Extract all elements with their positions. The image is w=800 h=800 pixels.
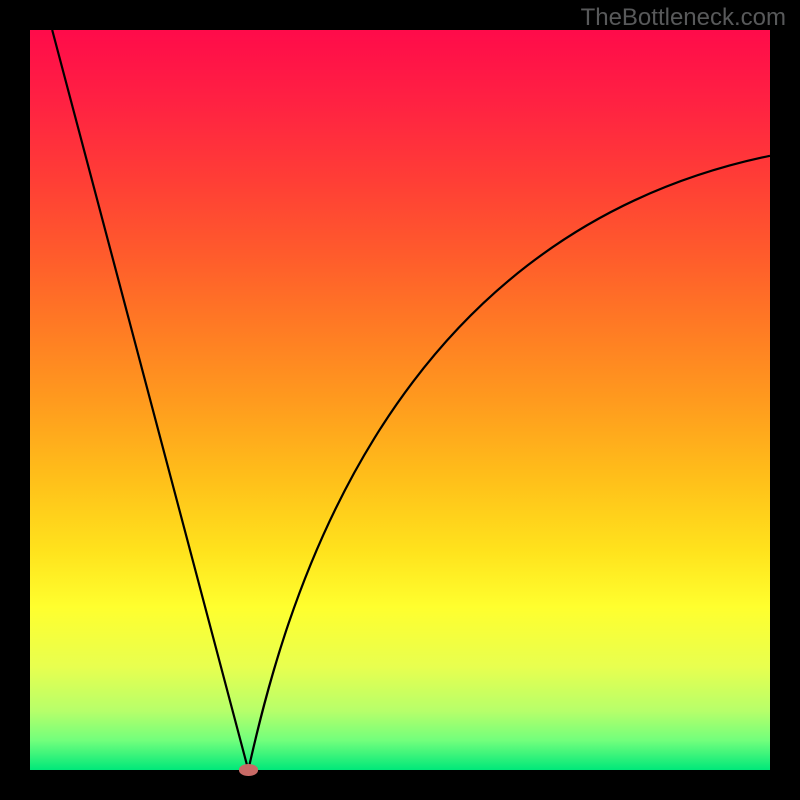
chart-container: TheBottleneck.com [0, 0, 800, 800]
bottleneck-curve [30, 30, 770, 770]
watermark-text: TheBottleneck.com [581, 4, 786, 32]
minimum-marker [239, 764, 258, 775]
curve-left-branch [52, 30, 248, 770]
plot-area [30, 30, 770, 770]
curve-right-branch [248, 156, 770, 770]
